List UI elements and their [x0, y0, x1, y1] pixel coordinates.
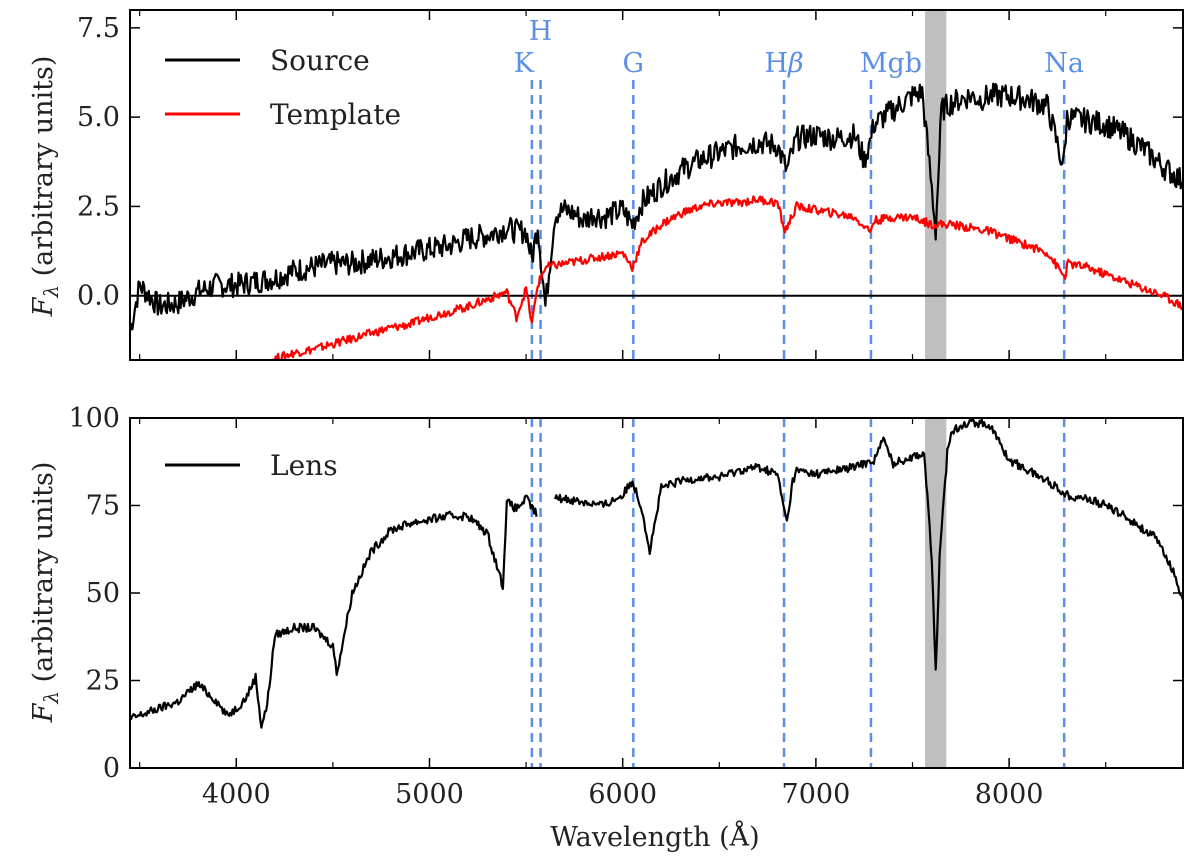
top-y-axis-label: Fλ (arbitrary units): [28, 56, 63, 318]
line-label-hβ: Hβ: [764, 48, 803, 79]
bottom-legend: Lens: [165, 449, 338, 482]
bottom-ylabel-subscript: λ: [39, 691, 63, 705]
bottom-y-axis-label: Fλ (arbitrary units): [28, 462, 63, 724]
y-tick-label: 0.0: [77, 281, 120, 312]
top-series-group: [130, 82, 1183, 360]
x-tick-label: 8000: [975, 779, 1044, 810]
top-axes-frame: [129, 9, 1184, 361]
series-template: [271, 195, 1183, 360]
y-tick-label: 5.0: [77, 102, 120, 133]
bottom-axes-frame: [129, 417, 1184, 769]
legend-label-lens: Lens: [270, 449, 338, 482]
top-ticks: 0.0 2.5 5.0 7.5: [77, 10, 1183, 360]
spectral-line-labels: KH G Hβ Mgb Na: [514, 16, 1084, 79]
line-label-mgb: Mgb: [860, 48, 922, 79]
y-tick-label: 2.5: [77, 191, 120, 222]
bottom-ylabel-text: (arbitrary units): [28, 462, 59, 691]
line-label-na: Na: [1044, 48, 1084, 79]
bottom-series-group: [130, 418, 1183, 729]
legend-label-source: Source: [270, 44, 370, 77]
bottom-ylabel-symbol: F: [28, 702, 59, 723]
x-tick-label: 6000: [588, 779, 657, 810]
line-label-h: H: [529, 16, 553, 47]
y-tick-label: 75: [86, 491, 120, 522]
top-ylabel-symbol: F: [28, 296, 59, 317]
spectral-line-markers-bottom: [530, 418, 1066, 768]
bottom-panel: 4000 5000 6000 7000 8000 0 25 50 75 100 Lens Fλ (…: [28, 403, 1184, 853]
y-tick-label: 25: [86, 666, 120, 697]
line-label-g: G: [623, 48, 645, 79]
y-tick-label: 0: [103, 753, 120, 784]
line-label-k: K: [514, 48, 535, 79]
x-axis-label: Wavelength (Å): [550, 820, 759, 853]
x-tick-label: 7000: [782, 779, 851, 810]
y-tick-label: 7.5: [77, 13, 120, 44]
telluric-band-bottom: [925, 418, 947, 768]
top-ylabel-text: (arbitrary units): [28, 56, 59, 285]
bottom-ticks: 4000 5000 6000 7000 8000 0 25 50 75 100: [68, 403, 1183, 810]
y-tick-label: 100: [68, 403, 120, 434]
series-source: [130, 82, 1183, 332]
series-lens: [130, 418, 1183, 729]
top-ylabel-subscript: λ: [39, 285, 63, 299]
telluric-band-top: [925, 10, 947, 360]
x-tick-label: 5000: [395, 779, 464, 810]
y-tick-label: 50: [86, 578, 120, 609]
x-tick-label: 4000: [202, 779, 271, 810]
top-panel: 0.02.55.07.5 KHG Hβ Mgb Na Source Template …: [28, 9, 1184, 361]
top-legend: Source Template: [165, 44, 401, 131]
legend-label-template: Template: [270, 98, 401, 131]
